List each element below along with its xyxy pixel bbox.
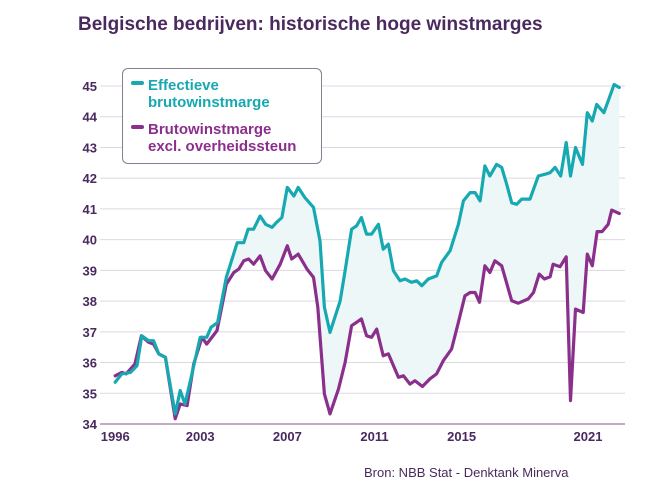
source-note: Bron: NBB Stat - Denktank Minerva <box>364 465 569 480</box>
legend-item-effectieve: Effectieve brutowinstmarge <box>131 77 270 111</box>
x-tick-label: 2021 <box>574 429 603 444</box>
legend-swatch-teal <box>131 81 144 86</box>
x-tick-label: 2011 <box>360 429 388 444</box>
y-tick-label: 38 <box>83 294 97 309</box>
y-tick-label: 36 <box>83 356 97 371</box>
legend-item-excl-steun: Brutowinstmarge excl. overheidssteun <box>131 121 296 155</box>
y-tick-label: 37 <box>83 325 97 340</box>
y-tick-label: 44 <box>83 110 98 125</box>
x-tick-label: 1996 <box>101 429 130 444</box>
y-tick-label: 41 <box>83 202 97 217</box>
series-line-1 <box>113 208 621 421</box>
y-tick-label: 35 <box>83 386 97 401</box>
y-axis-ticks: 34 35 36 37 38 39 40 41 42 43 44 45 <box>83 79 98 432</box>
x-tick-label: 2003 <box>186 429 215 444</box>
legend-line: excl. overheidssteun <box>148 138 297 155</box>
legend: Effectieve brutowinstmarge Brutowinstmar… <box>122 68 322 164</box>
y-tick-label: 43 <box>83 140 97 155</box>
y-tick-label: 39 <box>83 263 97 278</box>
legend-line: Brutowinstmarge <box>148 121 272 138</box>
series-lines <box>113 82 621 421</box>
y-tick-label: 34 <box>83 417 98 432</box>
legend-label: Brutowinstmarge excl. overheidssteun <box>148 121 296 155</box>
y-tick-label: 40 <box>83 233 97 248</box>
x-tick-label: 2015 <box>447 429 476 444</box>
y-tick-label: 42 <box>83 171 97 186</box>
y-tick-label: 45 <box>83 79 97 94</box>
legend-swatch-purple <box>131 125 144 130</box>
chart-title: Belgische bedrijven: historische hoge wi… <box>78 14 543 35</box>
legend-label: Effectieve brutowinstmarge <box>148 77 270 111</box>
x-tick-label: 2007 <box>273 429 302 444</box>
legend-line: Effectieve <box>148 77 219 94</box>
series-line-0 <box>113 82 621 416</box>
x-axis-ticks: 1996 2003 2007 2011 2015 2021 <box>101 429 603 444</box>
fill-between-area <box>115 84 620 419</box>
legend-line: brutowinstmarge <box>148 94 270 111</box>
